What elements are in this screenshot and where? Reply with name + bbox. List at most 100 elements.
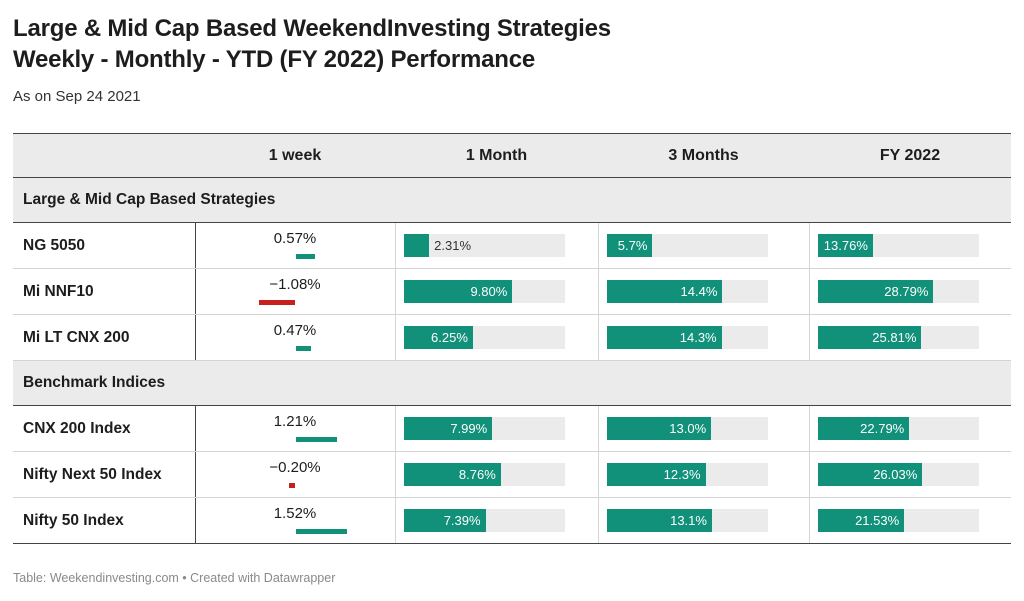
bar-value-label: 5.7% bbox=[617, 238, 648, 253]
bar-value-label: 28.79% bbox=[884, 284, 929, 299]
bar-fill bbox=[817, 417, 910, 440]
bar-track: 6.25% bbox=[403, 326, 565, 349]
bar-value-label: 9.80% bbox=[470, 284, 508, 299]
fy-cell: 21.53% bbox=[809, 497, 1011, 544]
bar-fill bbox=[606, 326, 722, 349]
bar-track: 5.7% bbox=[606, 234, 768, 257]
bar-track: 2.31% bbox=[403, 234, 565, 257]
footer-credit: Table: Weekendinvesting.com • Created wi… bbox=[13, 571, 336, 585]
week-bar bbox=[288, 483, 296, 488]
month-cell: 8.76% bbox=[395, 451, 599, 498]
bar-value-label: 8.76% bbox=[458, 467, 496, 482]
table-row: NG 5050 0.57% 2.31% 5.7% 13.76% bbox=[13, 222, 1011, 269]
header-1-month: 1 Month bbox=[395, 133, 598, 178]
week-cell: 1.52% bbox=[195, 497, 396, 544]
week-wrap: −0.20% bbox=[196, 452, 395, 497]
week-bar bbox=[258, 300, 296, 305]
bar-fill bbox=[606, 417, 712, 440]
table-row: Nifty Next 50 Index −0.20% 8.76% 12.3% 26.03… bbox=[13, 451, 1011, 498]
row-name: Nifty Next 50 Index bbox=[13, 451, 196, 498]
bar-value-label: 6.25% bbox=[431, 330, 468, 345]
chart-subtitle: As on Sep 24 2021 bbox=[13, 88, 141, 105]
bar-fill bbox=[403, 417, 493, 440]
bar-value-label: 7.39% bbox=[443, 513, 481, 528]
bar-value-label: 22.79% bbox=[860, 421, 905, 436]
table-row: Mi LT CNX 200 0.47% 6.25% 14.3% 25.81% bbox=[13, 314, 1011, 361]
three-month-cell: 14.3% bbox=[598, 314, 810, 361]
fy-cell: 28.79% bbox=[809, 268, 1011, 315]
week-bar bbox=[295, 346, 312, 351]
bar-value-label: 14.3% bbox=[679, 330, 717, 345]
three-month-cell: 13.1% bbox=[598, 497, 810, 544]
month-cell: 7.99% bbox=[395, 405, 599, 452]
bar-value-label: 7.99% bbox=[450, 421, 488, 436]
header-row: 1 week 1 Month 3 Months FY 2022 bbox=[13, 133, 1011, 178]
header-fy-2022: FY 2022 bbox=[809, 133, 1011, 178]
bar-track: 7.99% bbox=[403, 417, 565, 440]
header-1-week: 1 week bbox=[195, 133, 395, 178]
group-label: Large & Mid Cap Based Strategies bbox=[13, 177, 1011, 223]
table-row: Mi NNF10 −1.08% 9.80% 14.4% 28.79% bbox=[13, 268, 1011, 315]
bar-track: 14.4% bbox=[606, 280, 768, 303]
week-wrap: 1.21% bbox=[196, 406, 395, 451]
header-name bbox=[13, 133, 195, 178]
title-line-2: Weekly - Monthly - YTD (FY 2022) Perform… bbox=[13, 46, 536, 73]
three-month-cell: 14.4% bbox=[598, 268, 810, 315]
bar-value-label: 13.0% bbox=[669, 421, 707, 436]
group-label: Benchmark Indices bbox=[13, 360, 1011, 406]
week-value: −0.20% bbox=[269, 459, 321, 476]
bar-fill bbox=[403, 509, 486, 532]
row-name: CNX 200 Index bbox=[13, 405, 196, 452]
week-value: 1.52% bbox=[273, 505, 317, 522]
bar-track: 13.0% bbox=[606, 417, 768, 440]
week-wrap: 0.57% bbox=[196, 223, 395, 268]
row-name: NG 5050 bbox=[13, 222, 196, 269]
week-cell: 1.21% bbox=[195, 405, 396, 452]
bar-fill bbox=[817, 509, 905, 532]
week-value: 1.21% bbox=[273, 413, 317, 430]
bar-track: 8.76% bbox=[403, 463, 565, 486]
week-wrap: 0.47% bbox=[196, 315, 395, 360]
row-name: Mi NNF10 bbox=[13, 268, 196, 315]
row-name: Nifty 50 Index bbox=[13, 497, 196, 544]
bar-track: 9.80% bbox=[403, 280, 565, 303]
week-wrap: −1.08% bbox=[196, 269, 395, 314]
table-row: CNX 200 Index 1.21% 7.99% 13.0% 22.79% bbox=[13, 405, 1011, 452]
bar-fill bbox=[403, 234, 430, 257]
bar-value-label: 21.53% bbox=[855, 513, 900, 528]
bar-track: 12.3% bbox=[606, 463, 768, 486]
bar-track: 21.53% bbox=[817, 509, 979, 532]
fy-cell: 22.79% bbox=[809, 405, 1011, 452]
bar-track: 28.79% bbox=[817, 280, 979, 303]
bar-value-label: 13.76% bbox=[823, 238, 868, 253]
month-cell: 7.39% bbox=[395, 497, 599, 544]
performance-table: 1 week 1 Month 3 Months FY 2022 Large & … bbox=[13, 133, 1011, 544]
week-cell: 0.57% bbox=[195, 222, 396, 269]
week-bar bbox=[295, 254, 315, 259]
week-cell: −0.20% bbox=[195, 451, 396, 498]
bar-fill bbox=[403, 463, 501, 486]
bar-track: 13.76% bbox=[817, 234, 979, 257]
group-row: Benchmark Indices bbox=[13, 360, 1011, 406]
bar-fill bbox=[606, 463, 706, 486]
bar-fill bbox=[817, 280, 934, 303]
fy-cell: 26.03% bbox=[809, 451, 1011, 498]
month-cell: 9.80% bbox=[395, 268, 599, 315]
week-value: 0.57% bbox=[273, 230, 317, 247]
week-value: −1.08% bbox=[269, 276, 321, 293]
table-body: Large & Mid Cap Based Strategies NG 5050 0… bbox=[13, 177, 1011, 544]
bar-value-label: 26.03% bbox=[873, 467, 918, 482]
bar-track: 26.03% bbox=[817, 463, 979, 486]
bar-fill bbox=[403, 280, 513, 303]
bar-track: 22.79% bbox=[817, 417, 979, 440]
row-name: Mi LT CNX 200 bbox=[13, 314, 196, 361]
title-line-1: Large & Mid Cap Based WeekendInvesting S… bbox=[13, 15, 611, 42]
header-3-months: 3 Months bbox=[598, 133, 809, 178]
bar-value-label: 12.3% bbox=[663, 467, 701, 482]
bar-value-label: 2.31% bbox=[434, 238, 472, 253]
week-cell: −1.08% bbox=[195, 268, 396, 315]
bar-track: 7.39% bbox=[403, 509, 565, 532]
week-cell: 0.47% bbox=[195, 314, 396, 361]
three-month-cell: 12.3% bbox=[598, 451, 810, 498]
month-cell: 2.31% bbox=[395, 222, 599, 269]
